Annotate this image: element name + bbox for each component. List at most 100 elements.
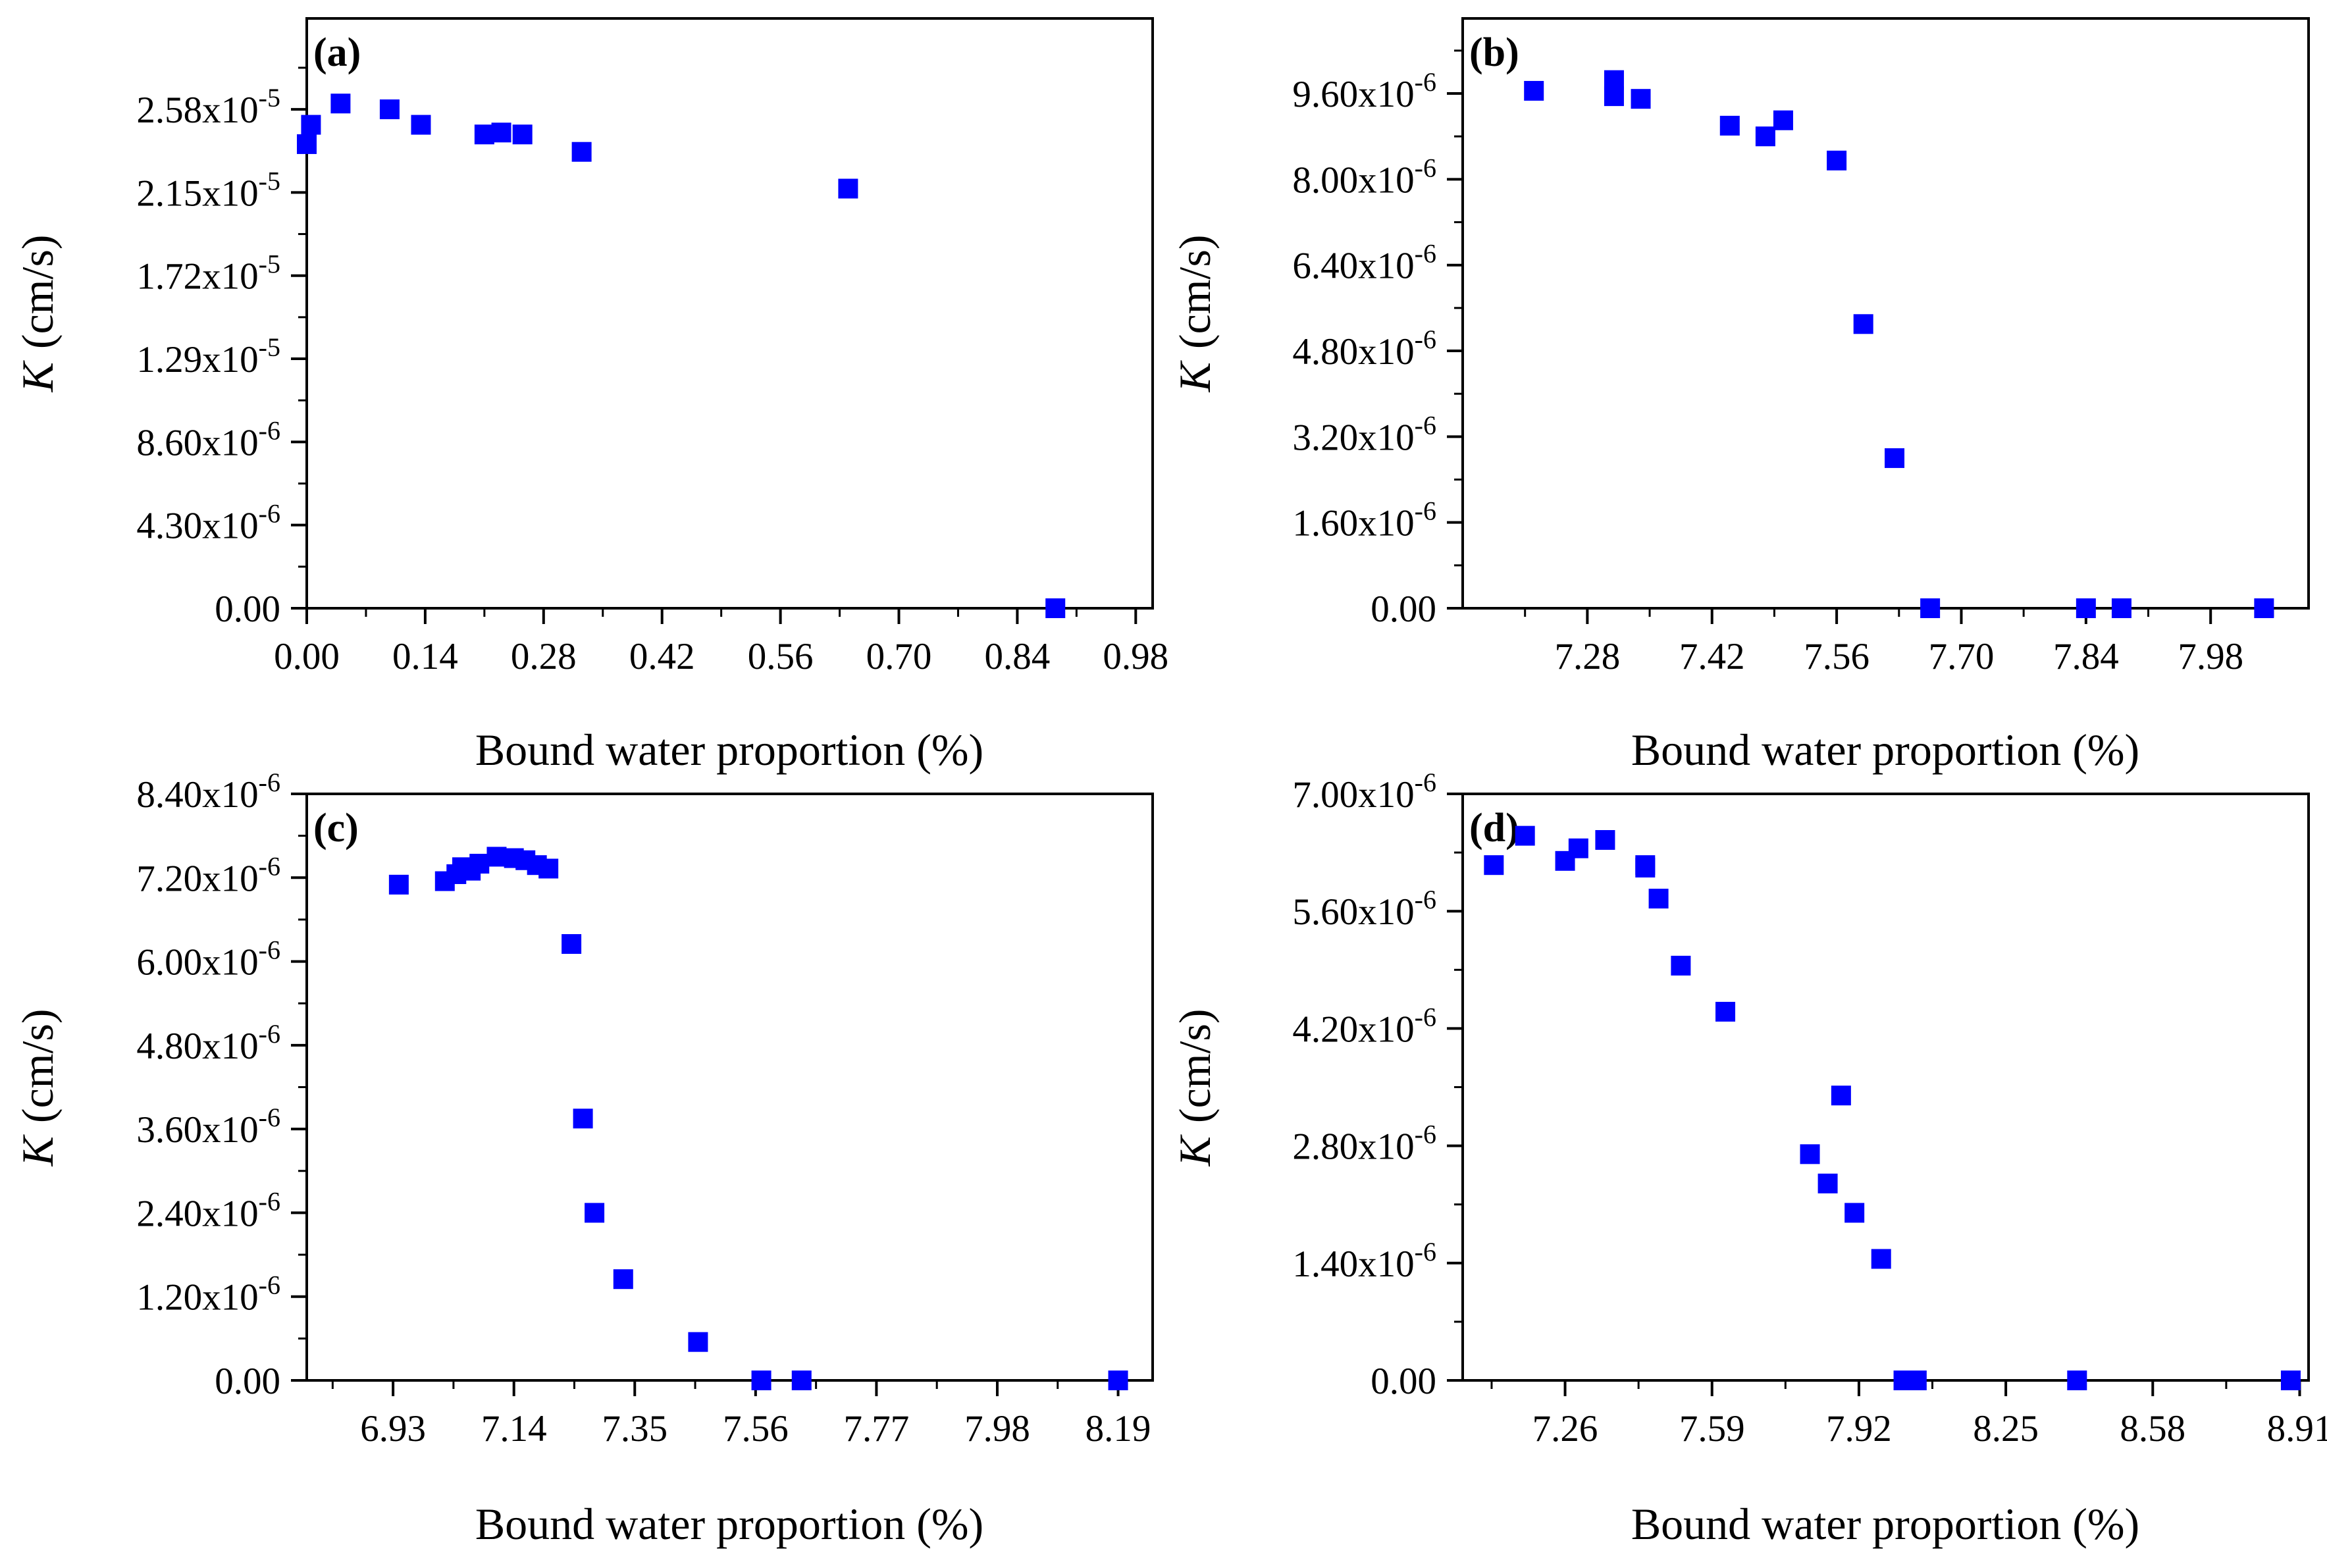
data-point (1568, 838, 1588, 858)
data-point (573, 1109, 593, 1129)
data-point (1045, 598, 1066, 618)
x-tick-label: 7.98 (964, 1408, 1030, 1450)
y-tick-exponent: -6 (1415, 1120, 1436, 1149)
y-tick-label: 2.15x10-5 (136, 166, 280, 214)
y-tick-label: 9.60x10-6 (1292, 67, 1436, 115)
x-tick-label: 6.93 (360, 1408, 426, 1450)
plot-frame (305, 793, 1154, 1382)
x-tick-label: 0.56 (748, 636, 814, 677)
data-point (1631, 89, 1651, 109)
data-point (474, 124, 494, 145)
y-tick-exponent: -6 (259, 1103, 280, 1132)
y-tick-exponent: -5 (259, 83, 280, 113)
x-axis-label: Bound water proportion (%) (475, 725, 983, 775)
y-tick-label: 0.00 (1371, 1361, 1436, 1402)
x-tick-label: 7.56 (723, 1408, 789, 1450)
y-ticks: 0.00 1.60x10-6 3.20x10-6 4.80x10-6 6.40x10-6… (1292, 49, 1463, 630)
y-tick-label: 1.60x10-6 (1292, 496, 1436, 544)
y-tick-exponent: -6 (1415, 1002, 1436, 1032)
y-tick-exponent: -6 (1415, 325, 1436, 354)
data-point (1108, 1371, 1128, 1390)
x-tick-label: 7.28 (1554, 636, 1620, 677)
y-tick-exponent: -6 (1415, 768, 1436, 797)
data-point (1484, 855, 1504, 875)
y-tick-exponent: -6 (259, 935, 280, 965)
y-tick-label: 0.00 (215, 1361, 280, 1402)
y-tick-exponent: -6 (259, 1186, 280, 1216)
x-axis-label: Bound water proportion (%) (475, 1499, 983, 1549)
data-point (838, 178, 858, 199)
data-point (491, 122, 511, 143)
y-axis-variable: K (13, 1134, 63, 1167)
y-tick-label: 4.20x10-6 (1292, 1002, 1436, 1050)
data-point (512, 124, 533, 145)
svg-text:K(cm/s): K (cm/s) (13, 1008, 63, 1166)
x-tick-label: 0.70 (866, 636, 932, 677)
y-tick-exponent: -6 (1415, 67, 1436, 97)
x-axis-label: Bound water proportion (%) (1631, 1499, 2139, 1549)
x-tick-label: 7.77 (844, 1408, 910, 1450)
y-ticks: 0.00 1.20x10-6 2.40x10-6 3.60x10-6 4.80x10-6… (136, 768, 307, 1402)
x-ticks: 7.26 7.59 7.92 8.25 8.58 8.91 (1490, 1380, 2327, 1450)
y-axis-unit: (cm/s) (13, 234, 63, 349)
x-tick-label: 0.28 (511, 636, 577, 677)
y-axis-label: K (cm/s) (13, 1008, 63, 1166)
y-tick-label: 8.60x10-6 (136, 415, 280, 463)
x-tick-label: 7.42 (1679, 636, 1745, 677)
data-point (613, 1269, 633, 1290)
svg-text:K(cm/s): K (cm/s) (13, 234, 63, 392)
data-point (1827, 150, 1847, 170)
data-point (1524, 80, 1544, 101)
panel-a: (a) Bound water proportion (%) K (cm/s) 0… (13, 17, 1168, 775)
y-tick-label: 5.60x10-6 (1292, 885, 1436, 933)
data-point (1853, 314, 1873, 334)
y-axis-variable: K (1170, 1134, 1220, 1167)
data-point (330, 93, 351, 114)
y-tick-label: 4.80x10-6 (1292, 325, 1436, 373)
data-point (751, 1371, 771, 1390)
svg-text:K(cm/s): K (cm/s) (1170, 234, 1220, 392)
y-tick-label: 1.72x10-5 (136, 249, 280, 298)
y-tick-label: 1.29x10-5 (136, 332, 280, 380)
y-tick-exponent: -6 (259, 768, 280, 797)
data-point (1648, 889, 1669, 909)
y-ticks: 0.00 4.30x10-6 8.60x10-6 1.29x10-5 1.72x10-5… (136, 66, 307, 630)
data-point (571, 142, 592, 162)
y-tick-label: 4.30x10-6 (136, 499, 280, 547)
data-point (1885, 448, 1905, 468)
y-axis-unit: (cm/s) (13, 1008, 63, 1123)
data-point (1635, 858, 1656, 878)
y-tick-label: 2.58x10-5 (136, 83, 280, 131)
y-tick-label: 7.00x10-6 (1292, 768, 1436, 816)
x-ticks: 0.00 0.14 0.28 0.42 0.56 0.70 0.84 0.98 (274, 608, 1168, 677)
data-points (1484, 825, 2301, 1390)
x-tick-label: 7.56 (1804, 636, 1869, 677)
y-tick-exponent: -6 (1415, 239, 1436, 269)
y-tick-exponent: -6 (259, 499, 280, 529)
x-tick-label: 0.42 (629, 636, 695, 677)
y-tick-label: 8.00x10-6 (1292, 153, 1436, 201)
y-axis-label: K (cm/s) (13, 234, 63, 392)
y-tick-exponent: -5 (259, 166, 280, 196)
y-axis-label: K (cm/s) (1170, 234, 1220, 392)
y-axis-variable: K (1170, 360, 1220, 393)
x-tick-label: 0.98 (1103, 636, 1168, 677)
x-tick-label: 7.84 (2053, 636, 2119, 677)
data-point (1817, 1173, 1838, 1193)
y-tick-exponent: -6 (1415, 496, 1436, 526)
plot-frame (305, 17, 1154, 610)
svg-text:K(cm/s): K (cm/s) (1170, 1008, 1220, 1166)
y-tick-label: 7.20x10-6 (136, 851, 280, 899)
y-tick-exponent: -6 (259, 1270, 280, 1300)
data-point (2076, 598, 2096, 618)
y-tick-exponent: -6 (1415, 1237, 1436, 1267)
x-tick-label: 0.84 (985, 636, 1051, 677)
y-tick-exponent: -6 (1415, 410, 1436, 440)
y-tick-label: 6.40x10-6 (1292, 239, 1436, 287)
data-point (1871, 1249, 1891, 1269)
data-point (1844, 1203, 1865, 1223)
data-point (301, 115, 321, 135)
data-point (585, 1203, 605, 1223)
y-tick-exponent: -6 (259, 415, 280, 445)
